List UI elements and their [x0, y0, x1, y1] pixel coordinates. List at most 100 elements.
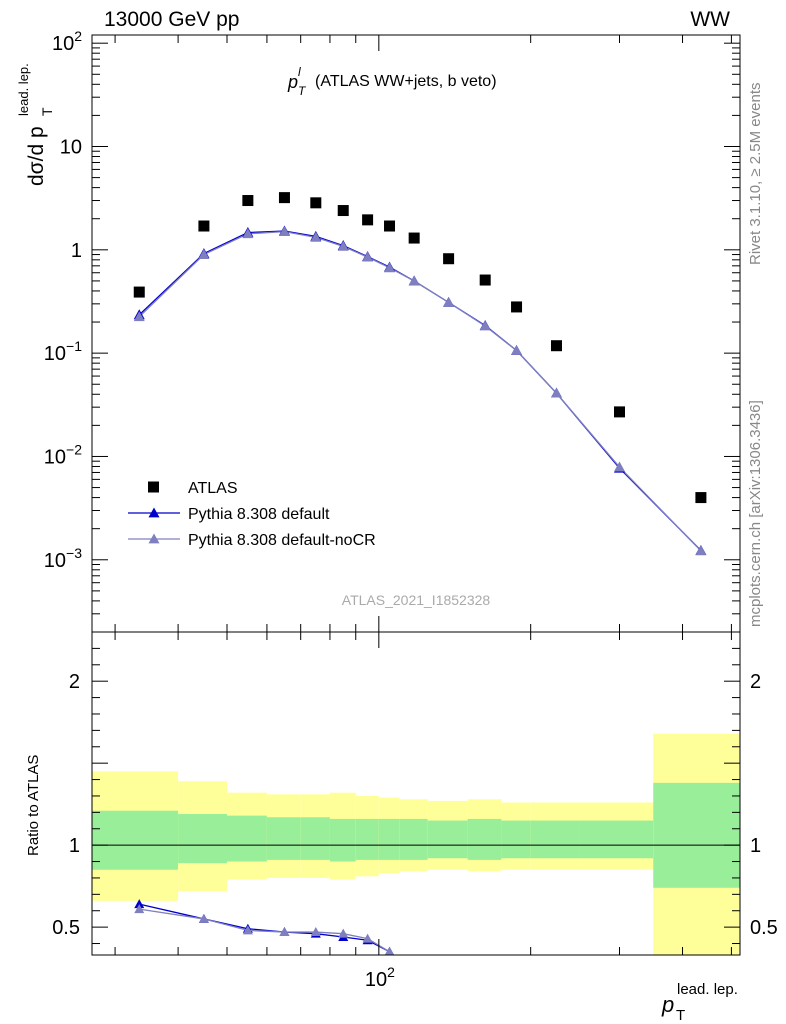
ratio-point-2: [279, 927, 290, 937]
mcplots-label: mcplots.cern.ch [arXiv:1306.3436]: [747, 400, 764, 627]
inner-band-bin: [427, 820, 468, 859]
data-point: [695, 492, 707, 504]
mc-point-2: [443, 296, 455, 307]
ratio-point-2: [198, 913, 209, 923]
inner-band-bin: [653, 782, 740, 888]
data-point: [408, 232, 420, 244]
ratio-y-tick-label-right: 2: [750, 671, 761, 693]
inner-band-bin: [266, 817, 301, 860]
y-label-sub: T: [39, 107, 55, 116]
main-y-tick-label: 10: [60, 137, 82, 159]
mc-point-2: [242, 228, 254, 239]
mc-point-2: [278, 226, 290, 237]
ratio-y-tick-label-right: 1: [750, 835, 761, 857]
inner-band-bin: [399, 818, 428, 860]
title-symbol-sup: l: [298, 65, 301, 79]
ratio-y-axis-label: Ratio to ATLAS: [25, 755, 42, 856]
axis-tick-labels: 10−3 10−2 10−1 1 10 102 0.5 0.5 1 1 2 2 102: [44, 28, 778, 991]
x-axis-label: p T lead. lep.: [661, 981, 738, 1024]
main-y-tick-label: 10−1: [44, 338, 82, 365]
mc-point-2: [310, 231, 322, 242]
x-tick-label: 102: [365, 964, 395, 991]
process-label: WW: [690, 8, 730, 31]
main-y-axis-label: dσ/d p T lead. lep.: [16, 63, 55, 186]
legend-label: Pythia 8.308 default-noCR: [188, 532, 376, 549]
ratio-line-1: [139, 903, 390, 953]
inner-band-bin: [467, 818, 502, 860]
mc-line-2: [138, 230, 702, 552]
legend: ATLAS Pythia 8.308 default Pythia 8.308 de…: [128, 480, 376, 549]
ratio-y-tick-label: 2: [69, 671, 80, 693]
data-point: [550, 340, 562, 352]
chart-title: p l T (ATLAS WW+jets, b veto): [287, 65, 497, 98]
inner-band-bin: [329, 818, 356, 862]
data-point: [278, 192, 290, 204]
ratio-y-tick-label: 1: [69, 835, 80, 857]
title-text: (ATLAS WW+jets, b veto): [315, 73, 497, 90]
legend-marker-atlas: [148, 481, 159, 493]
inner-band-bin: [226, 815, 267, 862]
legend-label: ATLAS: [188, 480, 238, 497]
y-label-dsigma: dσ/d p: [25, 126, 48, 186]
ratio-point-1: [134, 899, 145, 909]
analysis-id-label: ATLAS_2021_I1852328: [342, 592, 491, 608]
mc-point-2: [198, 249, 210, 259]
ratio-point-2: [310, 927, 321, 937]
inner-band-bin: [579, 820, 654, 859]
mc-point-2: [550, 387, 562, 398]
title-symbol-sub: T: [298, 84, 307, 98]
ratio-series-layer: [134, 899, 395, 955]
legend-marker-mc: [148, 507, 160, 518]
legend-marker-mc: [148, 533, 160, 544]
ratio-line-2: [139, 908, 390, 953]
mc-point-2: [695, 545, 707, 556]
ratio-point-2: [362, 933, 373, 943]
ratio-y-tick-label-right: 0.5: [750, 917, 778, 939]
inner-band-bin: [178, 813, 227, 864]
ratio-panel-frame: [91, 631, 741, 956]
data-point: [614, 406, 626, 418]
mc-point-2: [614, 461, 626, 472]
data-point: [198, 220, 210, 232]
inner-band-bin: [378, 818, 400, 860]
data-point: [242, 195, 254, 207]
title-symbol-p: p: [287, 72, 298, 92]
ratio-y-tick-label: 0.5: [52, 917, 80, 939]
main-y-tick-label: 10−3: [44, 545, 82, 572]
mc-point-2: [133, 311, 145, 322]
data-point: [310, 197, 322, 209]
mc-point-2: [362, 251, 374, 262]
inner-band-bin: [300, 817, 330, 860]
data-point: [133, 286, 145, 298]
data-point: [362, 214, 374, 226]
ratio-point-2: [384, 946, 395, 955]
mc-point-2: [337, 240, 349, 251]
ratio-point-2: [338, 928, 349, 938]
axis-ticks: [92, 35, 740, 955]
ratio-point-2: [242, 925, 253, 935]
rivet-version-label: Rivet 3.1.10, ≥ 2.5M events: [747, 83, 764, 266]
ratio-point-2: [134, 904, 145, 914]
ratio-uncertainty-bands: [92, 733, 740, 955]
main-y-tick-label: 102: [52, 28, 82, 55]
x-label-sup: lead. lep.: [677, 981, 738, 998]
mc-line-1: [138, 230, 702, 551]
inner-band-bin: [92, 810, 179, 870]
data-point: [511, 301, 523, 313]
x-label-p: p: [661, 992, 674, 1017]
energy-label: 13000 GeV pp: [104, 8, 239, 31]
x-label-sub: T: [676, 1007, 685, 1024]
data-point: [384, 220, 396, 232]
data-point: [337, 205, 349, 217]
mc-point-2: [479, 320, 491, 331]
main-y-tick-label: 10−2: [44, 441, 82, 468]
mc-point-2: [511, 345, 523, 355]
data-point: [443, 253, 455, 265]
data-point: [479, 274, 491, 286]
inner-band-bin: [501, 820, 531, 859]
mc-point-2: [384, 262, 396, 273]
legend-label: Pythia 8.308 default: [188, 506, 330, 523]
main-y-tick-label: 1: [71, 240, 82, 262]
y-label-sup: lead. lep.: [16, 63, 31, 116]
mc-point-2: [408, 275, 420, 286]
